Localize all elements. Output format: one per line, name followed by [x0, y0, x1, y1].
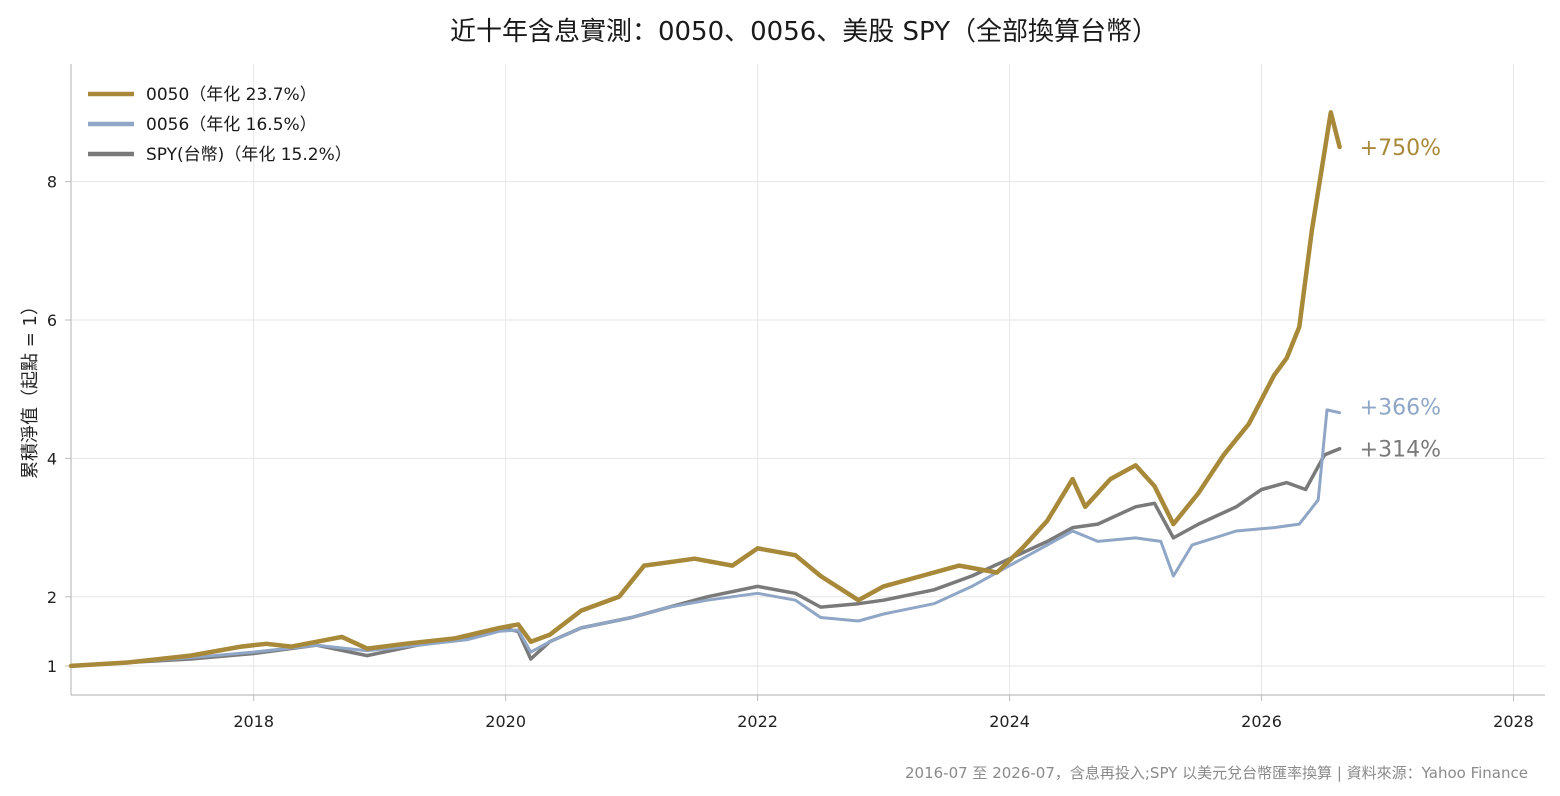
end-label-0: +750% [1360, 136, 1441, 161]
x-tick-label: 2020 [485, 712, 526, 731]
source-footnote: 2016-07 至 2026-07，含息再投入;SPY 以美元兌台幣匯率換算 |… [905, 764, 1528, 782]
end-label-1: +366% [1360, 396, 1441, 421]
chart-title: 近十年含息實測：0050、0056、美股 SPY（全部換算台幣） [450, 17, 1158, 47]
y-tick-label: 1 [47, 657, 57, 676]
y-axis-label: 累積淨值（起點 = 1） [20, 297, 41, 479]
series-lines [68, 110, 1342, 669]
x-tick-label: 2024 [989, 712, 1030, 731]
end-labels: +750% +366% +314% [1360, 136, 1441, 463]
y-tick-label: 6 [47, 311, 57, 330]
legend-label-1: 0056（年化 16.5%） [146, 115, 317, 135]
legend-label-2: SPY(台幣)（年化 15.2%） [146, 145, 352, 165]
end-label-2: +314% [1360, 438, 1441, 463]
y-tick-label: 2 [47, 588, 57, 607]
series-line-0 [68, 110, 1342, 669]
x-tick-label: 2018 [233, 712, 274, 731]
legend-label-0: 0050（年化 23.7%） [146, 85, 317, 105]
axes [65, 64, 1545, 701]
x-tick-label: 2026 [1241, 712, 1282, 731]
x-tick-label: 2022 [737, 712, 778, 731]
y-tick-label: 4 [47, 449, 57, 468]
y-tick-label: 8 [47, 173, 57, 192]
legend: 0050（年化 23.7%） 0056（年化 16.5%） SPY(台幣)（年化 1… [88, 85, 352, 165]
tick-labels: 2018 2020 2022 2024 2026 2028 1 2 4 6 8 [47, 173, 1534, 731]
series-line-1 [69, 408, 1342, 668]
x-tick-label: 2028 [1493, 712, 1534, 731]
